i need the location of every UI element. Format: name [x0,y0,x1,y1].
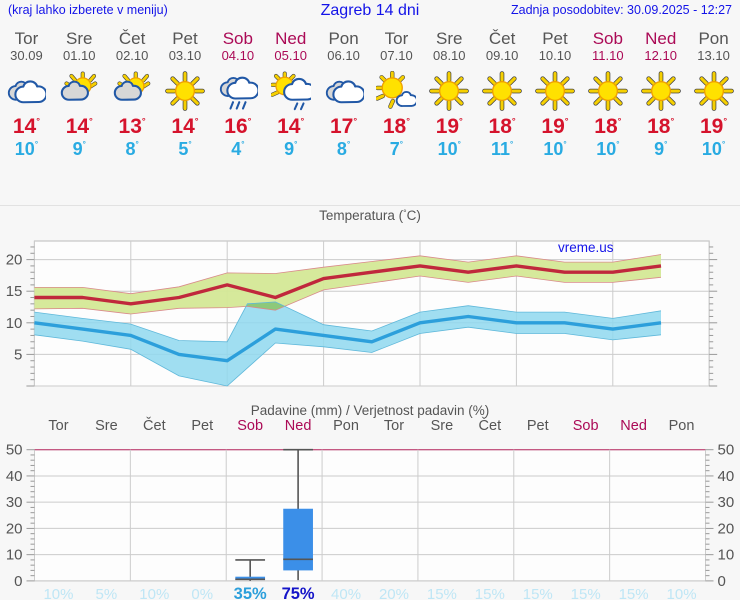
svg-text:75%: 75% [282,585,315,600]
svg-text:15%: 15% [475,586,505,600]
svg-text:0%: 0% [191,586,213,600]
svg-text:30: 30 [718,494,735,511]
svg-text:10: 10 [6,315,23,332]
svg-text:20: 20 [718,520,735,537]
svg-text:20%: 20% [379,586,409,600]
svg-text:20: 20 [6,252,23,269]
svg-text:Tor: Tor [48,418,68,434]
svg-text:10%: 10% [139,586,169,600]
svg-text:30: 30 [6,494,23,511]
svg-text:10: 10 [718,547,735,564]
svg-text:0: 0 [718,573,726,590]
svg-text:15%: 15% [523,586,553,600]
svg-text:15%: 15% [427,586,457,600]
svg-text:Sre: Sre [95,418,118,434]
svg-text:5: 5 [14,346,22,363]
svg-text:10%: 10% [667,586,697,600]
svg-text:Čet: Čet [143,417,166,434]
svg-text:Ned: Ned [620,418,647,434]
svg-text:40: 40 [6,468,23,485]
svg-text:Sob: Sob [237,418,263,434]
svg-text:Pon: Pon [669,418,695,434]
svg-text:15: 15 [6,283,23,300]
svg-text:Pet: Pet [191,418,213,434]
svg-text:Pon: Pon [333,418,359,434]
svg-text:10: 10 [6,547,23,564]
svg-text:Čet: Čet [479,417,502,434]
svg-text:10%: 10% [43,586,73,600]
svg-text:50: 50 [718,442,735,459]
svg-text:40: 40 [718,468,735,485]
svg-text:Ned: Ned [285,418,312,434]
svg-text:15%: 15% [571,586,601,600]
svg-text:Sre: Sre [431,418,454,434]
svg-text:40%: 40% [331,586,361,600]
svg-text:Tor: Tor [384,418,404,434]
svg-text:0: 0 [14,573,22,590]
svg-text:15%: 15% [619,586,649,600]
svg-text:35%: 35% [234,585,267,600]
svg-text:5%: 5% [96,586,118,600]
svg-text:50: 50 [6,442,23,459]
svg-text:20: 20 [6,520,23,537]
svg-text:Pet: Pet [527,418,549,434]
svg-text:Sob: Sob [573,418,599,434]
